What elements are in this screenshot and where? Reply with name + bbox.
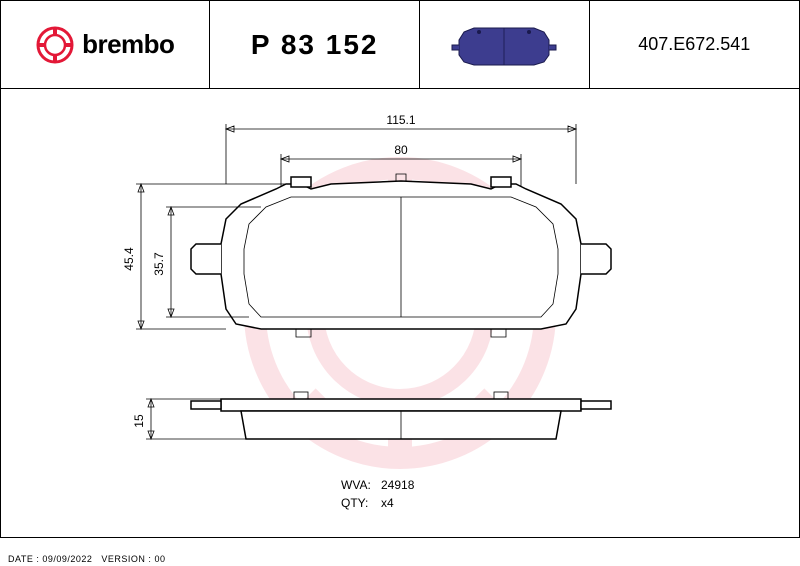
- version-value: 00: [154, 554, 165, 564]
- drawing-area: 115.1 80: [0, 88, 800, 538]
- dim-height-outer: 45.4: [122, 247, 136, 271]
- wva-label: WVA:: [341, 478, 371, 492]
- pad-icon-cell: [420, 1, 590, 88]
- pad-side-view: [191, 392, 611, 439]
- date-label: DATE :: [8, 554, 39, 564]
- wva-value: 24918: [381, 478, 415, 492]
- brand-text: brembo: [82, 29, 174, 60]
- footer-text: DATE : 09/09/2022 VERSION : 00: [8, 554, 165, 564]
- dim-height-inner: 35.7: [152, 252, 166, 276]
- brake-pad-icon: [444, 20, 564, 70]
- code-text: 407.E672.541: [638, 34, 750, 55]
- dim-width-outer: 115.1: [386, 113, 415, 127]
- qty-value: x4: [381, 496, 394, 510]
- part-number-cell: P 83 152: [210, 1, 419, 88]
- pad-front-view: [191, 174, 611, 337]
- dim-thickness: 15: [132, 414, 146, 428]
- header-row: brembo P 83 152 407.E672.541: [0, 0, 800, 88]
- brembo-logo: brembo: [36, 26, 174, 64]
- brembo-icon: [36, 26, 74, 64]
- version-label: VERSION :: [101, 554, 151, 564]
- code-cell: 407.E672.541: [590, 1, 799, 88]
- part-number: P 83 152: [251, 29, 379, 61]
- dim-width-inner: 80: [394, 143, 408, 157]
- logo-cell: brembo: [1, 1, 210, 88]
- date-value: 09/09/2022: [42, 554, 92, 564]
- technical-drawing: 115.1 80: [1, 89, 799, 537]
- page-container: brembo P 83 152 407.E672.541: [0, 0, 800, 566]
- qty-label: QTY:: [341, 496, 368, 510]
